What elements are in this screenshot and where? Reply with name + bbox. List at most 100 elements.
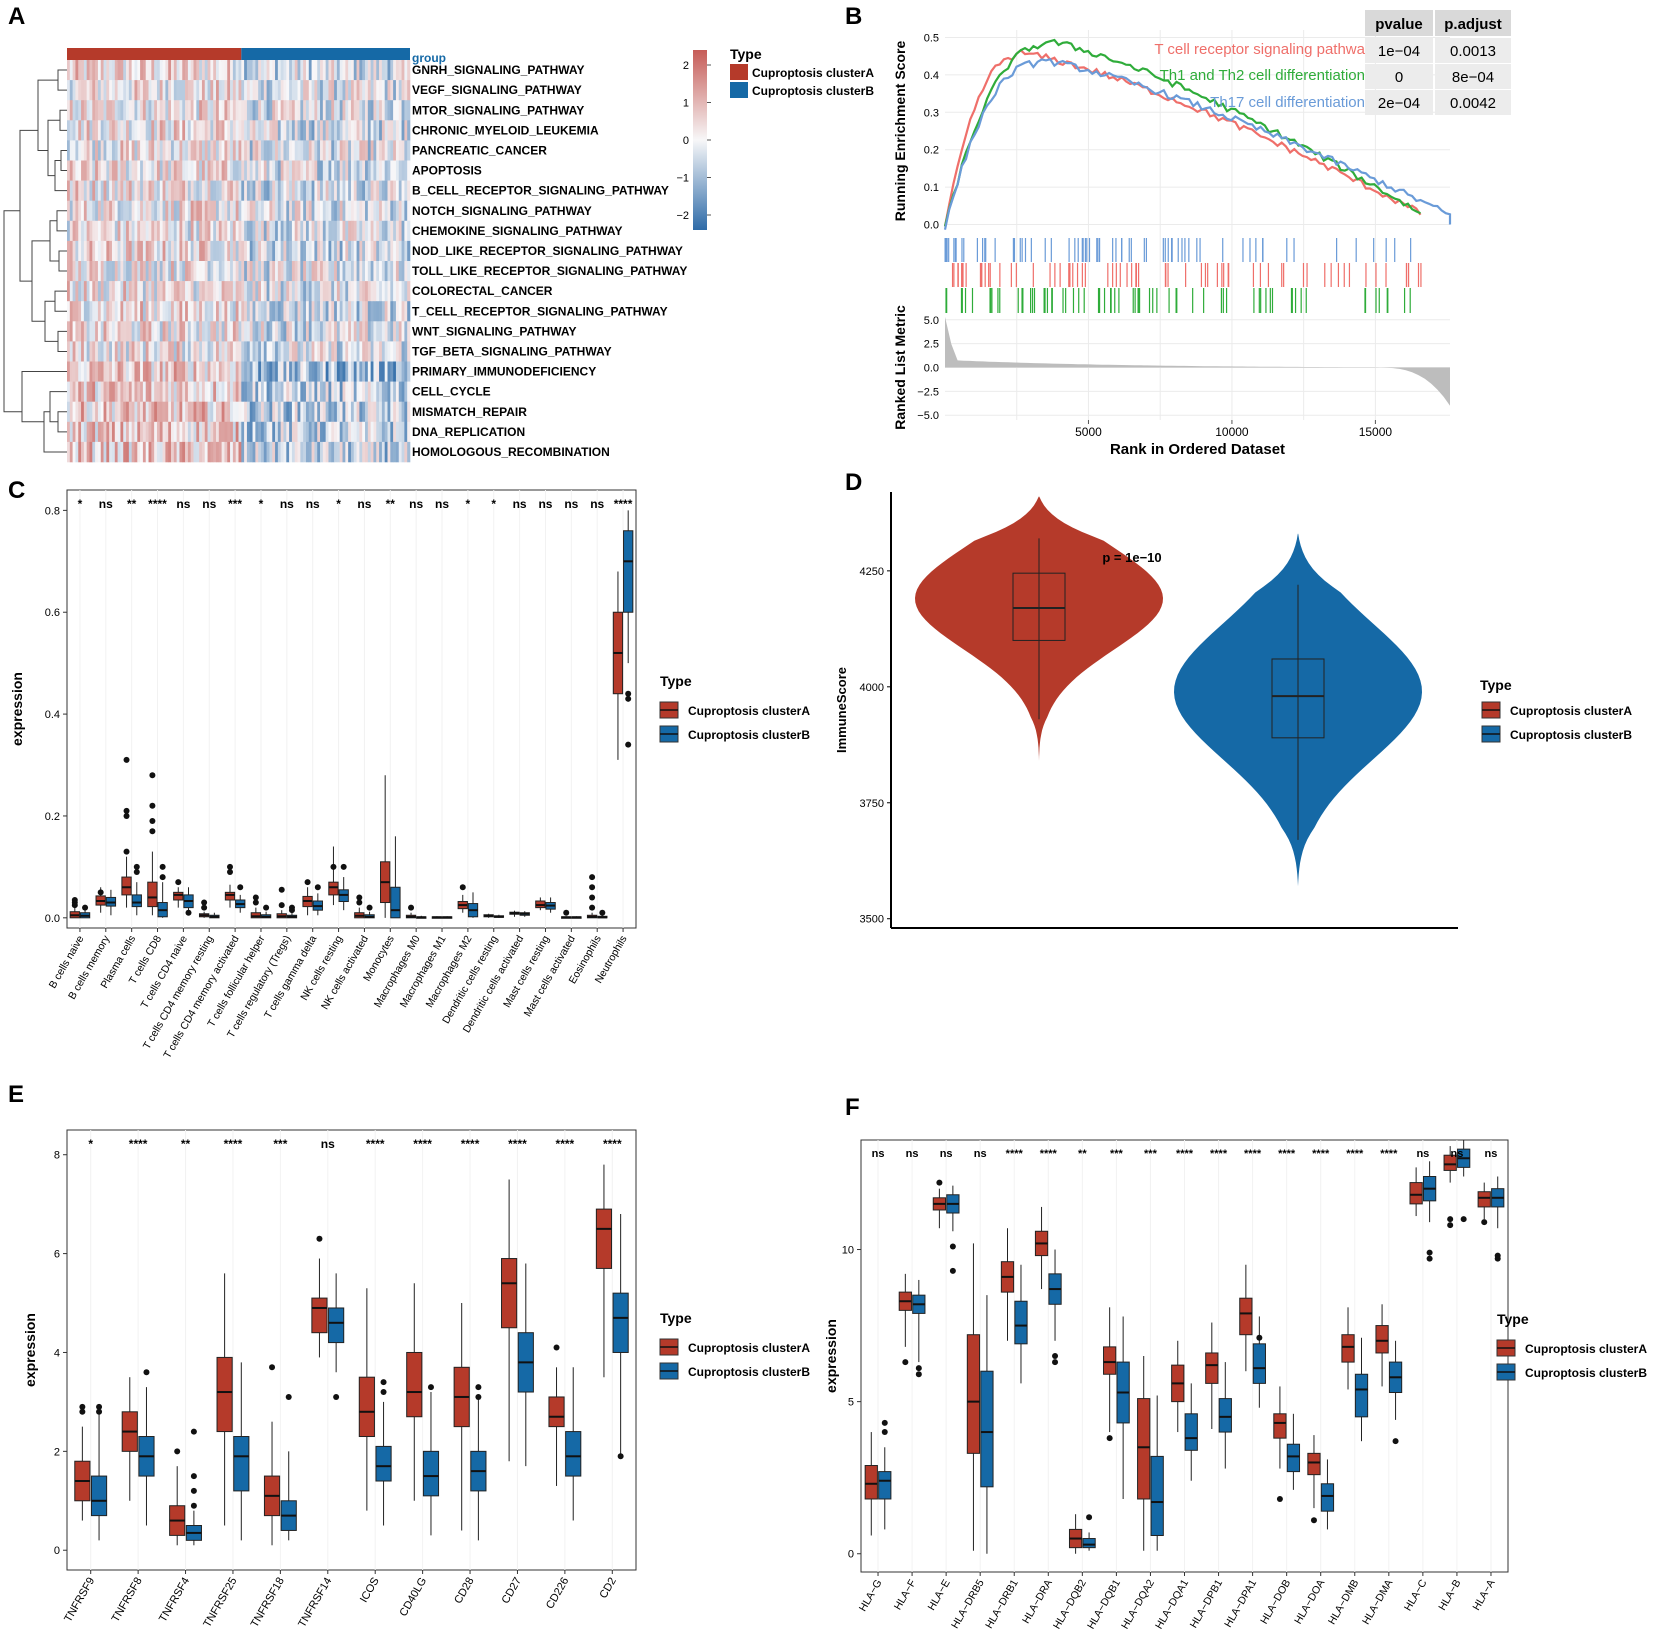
significance-label: ****: [413, 1137, 432, 1151]
heatmap-cell: [199, 261, 203, 282]
heatmap-cell: [109, 160, 113, 181]
heatmap-cell: [97, 381, 102, 402]
heatmap-cell: [216, 441, 220, 463]
heatmap-cell: [334, 301, 338, 322]
x-tick-label: HLA−DRB1: [983, 1577, 1021, 1630]
heatmap-cell: [224, 321, 228, 342]
heatmap-cell: [78, 140, 82, 161]
heatmap-cell: [81, 180, 85, 201]
heatmap-cell: [373, 381, 377, 402]
heatmap-cell: [69, 441, 73, 463]
heatmap-cell: [213, 401, 217, 423]
heatmap-cell: [280, 140, 284, 161]
heatmap-cell: [230, 281, 234, 302]
es-y-tick-label: 0.1: [924, 182, 939, 194]
heatmap-cell: [289, 60, 293, 81]
heatmap-cell: [156, 240, 161, 262]
heatmap-cell: [387, 180, 391, 201]
heatmap-cell: [275, 220, 279, 242]
heatmap-cell: [384, 381, 388, 402]
heatmap-cell: [117, 140, 121, 161]
heatmap-cell: [67, 341, 71, 362]
outlier-point: [625, 690, 632, 697]
heatmap-cell: [348, 100, 352, 121]
heatmap-cell: [246, 240, 251, 262]
heatmap-cell: [176, 220, 180, 242]
heatmap-cell: [111, 100, 116, 121]
heatmap-cell: [156, 200, 161, 222]
heatmap-cell: [204, 100, 208, 121]
heatmap-cell: [286, 361, 290, 382]
heatmap-cell: [387, 261, 391, 282]
heatmap-cell: [241, 401, 245, 423]
heatmap-row-label: B_CELL_RECEPTOR_SIGNALING_PATHWAY: [412, 184, 669, 198]
heatmap-cell: [224, 140, 228, 161]
heatmap-cell: [238, 220, 242, 242]
heatmap-cell: [168, 60, 172, 81]
heatmap-cell: [300, 60, 304, 81]
heatmap-cell: [263, 321, 267, 342]
heatmap-cell: [365, 240, 369, 262]
outlier-point: [133, 868, 140, 875]
heatmap-cell: [269, 240, 273, 262]
heatmap-cell: [244, 381, 248, 402]
box-cluster-a: [1443, 1154, 1457, 1171]
heatmap-cell: [238, 60, 242, 81]
heatmap-cell: [258, 341, 262, 362]
heatmap-cell: [140, 421, 144, 443]
heatmap-cell: [283, 261, 287, 282]
heatmap-cell: [255, 441, 259, 463]
heatmap-cell: [128, 60, 132, 81]
row-dendrogram: [3, 69, 67, 453]
heatmap-cell: [328, 441, 332, 463]
box-cluster-a: [1239, 1297, 1253, 1336]
heatmap-cell: [314, 281, 318, 302]
heatmap-cell: [376, 301, 380, 322]
heatmap-cell: [370, 361, 374, 382]
heatmap-cell: [154, 100, 158, 121]
heatmap-cell: [258, 60, 262, 81]
heatmap-cell: [171, 281, 175, 302]
heatmap-cell: [162, 80, 166, 101]
heatmap-cell: [294, 361, 298, 382]
heatmap-cell: [128, 180, 132, 201]
outlier-point: [1426, 1249, 1433, 1256]
heatmap-cell: [322, 120, 326, 141]
heatmap-cell: [111, 361, 116, 382]
heatmap-cell: [128, 421, 132, 443]
heatmap-cell: [216, 240, 220, 262]
legend-label: Cuproptosis clusterB: [688, 1365, 810, 1379]
heatmap-cell: [89, 180, 93, 201]
heatmap-cell: [190, 301, 194, 322]
heatmap-cell: [224, 381, 228, 402]
heatmap-cell: [165, 160, 169, 181]
heatmap-cell: [258, 200, 262, 222]
heatmap-cell: [303, 180, 307, 201]
heatmap-cell: [291, 200, 296, 222]
heatmap-cell: [221, 180, 225, 201]
heatmap-cell: [235, 361, 239, 382]
heatmap-cell: [148, 140, 152, 161]
heatmap-cell: [210, 160, 214, 181]
heatmap-cell: [179, 381, 183, 402]
y-tick-label: 6: [54, 1249, 60, 1261]
heatmap-cell: [218, 160, 222, 181]
heatmap-cell: [300, 160, 304, 181]
heatmap-cell: [128, 321, 132, 342]
heatmap-cell: [142, 281, 147, 302]
heatmap-cell: [395, 140, 400, 161]
heatmap-cell: [179, 421, 183, 443]
heatmap-cell: [350, 361, 355, 382]
heatmap-cell: [328, 361, 332, 382]
heatmap-cell: [81, 341, 85, 362]
heatmap-cell: [162, 441, 166, 463]
heatmap-cell: [291, 120, 296, 141]
heatmap-cell: [182, 261, 186, 282]
heatmap-cell: [235, 381, 239, 402]
heatmap-cell: [182, 281, 186, 302]
heatmap-cell: [275, 200, 279, 222]
heatmap-cell: [339, 421, 343, 443]
heatmap-cell: [193, 341, 197, 362]
heatmap-cell: [131, 261, 135, 282]
heatmap-cell: [275, 321, 279, 342]
